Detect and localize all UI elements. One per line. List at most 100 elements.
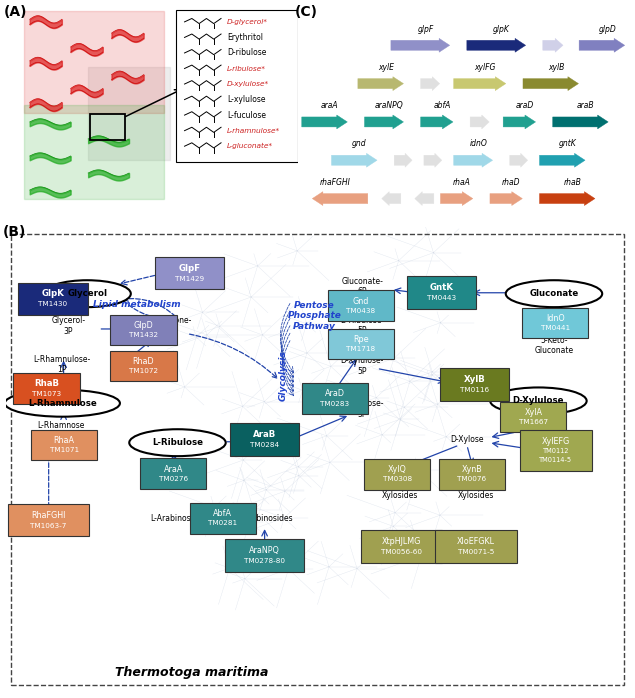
FancyBboxPatch shape: [18, 283, 88, 315]
Text: TM1430: TM1430: [39, 301, 67, 307]
Text: D-glycerol*: D-glycerol*: [227, 19, 268, 25]
Polygon shape: [88, 66, 170, 161]
Text: Glycerol: Glycerol: [67, 289, 107, 298]
FancyArrow shape: [302, 115, 347, 129]
Text: TM0281: TM0281: [208, 521, 237, 526]
Text: TM1432: TM1432: [129, 332, 158, 338]
Text: Arabinosides: Arabinosides: [244, 514, 294, 523]
FancyArrow shape: [510, 154, 528, 168]
Text: D-xylulose*: D-xylulose*: [227, 81, 269, 87]
FancyBboxPatch shape: [436, 530, 517, 563]
FancyArrow shape: [540, 154, 585, 168]
Text: RhaA: RhaA: [54, 436, 75, 445]
Text: TM0056-60: TM0056-60: [381, 549, 422, 555]
Text: beta-
Xylosides: beta- Xylosides: [458, 481, 495, 500]
Ellipse shape: [505, 280, 602, 307]
FancyArrow shape: [453, 77, 506, 91]
Text: GlpK: GlpK: [41, 290, 65, 299]
Text: TM0438: TM0438: [347, 308, 376, 314]
Text: GntK: GntK: [430, 283, 454, 292]
FancyArrow shape: [470, 115, 489, 129]
Text: D-Xylose: D-Xylose: [450, 435, 484, 444]
FancyArrow shape: [579, 38, 625, 52]
Text: Gluconate: Gluconate: [530, 289, 578, 298]
FancyArrow shape: [467, 38, 526, 52]
Text: XynB: XynB: [462, 465, 482, 474]
Text: TM0076: TM0076: [457, 476, 486, 482]
Text: TM0283: TM0283: [321, 401, 349, 407]
Text: D-ribulose: D-ribulose: [227, 48, 266, 57]
FancyBboxPatch shape: [328, 290, 394, 321]
Text: TM1073: TM1073: [32, 391, 62, 396]
FancyArrow shape: [312, 192, 368, 205]
FancyBboxPatch shape: [439, 459, 505, 489]
Polygon shape: [24, 105, 164, 198]
Text: XylEFG: XylEFG: [542, 437, 570, 446]
Text: RhaB: RhaB: [34, 379, 59, 388]
Ellipse shape: [490, 387, 587, 415]
Text: L-rhamnulose*: L-rhamnulose*: [227, 128, 280, 134]
Ellipse shape: [44, 280, 131, 307]
Text: Glycerone-
P: Glycerone- P: [150, 316, 192, 336]
FancyArrow shape: [358, 77, 403, 91]
FancyBboxPatch shape: [230, 423, 299, 456]
Text: glpD: glpD: [598, 24, 616, 34]
Text: RhaD: RhaD: [133, 357, 154, 366]
Text: TM0114-5: TM0114-5: [539, 457, 572, 463]
Text: L-ribulose*: L-ribulose*: [227, 66, 266, 71]
Text: TM0284: TM0284: [250, 442, 279, 448]
Text: TM1429: TM1429: [175, 276, 204, 281]
FancyBboxPatch shape: [31, 430, 97, 460]
FancyArrow shape: [453, 154, 493, 168]
FancyArrow shape: [424, 154, 442, 168]
Text: xylB: xylB: [548, 63, 564, 72]
Text: (B): (B): [3, 225, 27, 239]
Text: XylQ: XylQ: [388, 465, 406, 474]
Text: gntK: gntK: [559, 140, 577, 149]
Text: glpK: glpK: [493, 24, 510, 34]
FancyBboxPatch shape: [156, 258, 224, 289]
FancyArrow shape: [543, 38, 563, 52]
Text: TM0441: TM0441: [540, 325, 570, 331]
FancyArrow shape: [364, 115, 403, 129]
Ellipse shape: [5, 389, 120, 417]
Text: L-xylulose: L-xylulose: [227, 95, 265, 104]
Text: TM0308: TM0308: [383, 476, 411, 482]
Text: AraB: AraB: [253, 430, 276, 439]
Text: alpha-
Xylosides: alpha- Xylosides: [382, 481, 418, 500]
Text: glpF: glpF: [417, 24, 434, 34]
Text: (C): (C): [295, 5, 318, 19]
Text: L-Rhamnose: L-Rhamnose: [37, 421, 85, 430]
Text: AraNPQ: AraNPQ: [249, 546, 280, 555]
FancyArrow shape: [420, 77, 439, 91]
Text: Rpe: Rpe: [353, 334, 369, 343]
Text: TM1718: TM1718: [347, 346, 376, 352]
FancyArrow shape: [552, 115, 608, 129]
Text: rhaB: rhaB: [564, 178, 582, 187]
Ellipse shape: [130, 429, 225, 456]
Text: TM0278-80: TM0278-80: [244, 558, 285, 564]
FancyBboxPatch shape: [522, 308, 588, 339]
Text: TM0443: TM0443: [427, 295, 457, 302]
Text: L-Rhamnulose-
1P: L-Rhamnulose- 1P: [34, 355, 91, 374]
Text: Thermotoga maritima: Thermotoga maritima: [115, 666, 269, 679]
Text: L-fuculose: L-fuculose: [227, 110, 266, 119]
Text: L-Ribulose-
5P: L-Ribulose- 5P: [341, 399, 384, 419]
Text: AraD: AraD: [325, 389, 345, 399]
Text: XylB: XylB: [464, 375, 485, 384]
Text: (A): (A): [3, 5, 27, 19]
FancyBboxPatch shape: [302, 383, 368, 414]
Text: xylE: xylE: [378, 63, 394, 72]
Text: AbfA: AbfA: [213, 510, 232, 518]
FancyBboxPatch shape: [177, 10, 298, 162]
FancyBboxPatch shape: [500, 402, 566, 433]
FancyBboxPatch shape: [408, 276, 476, 309]
Text: idnO: idnO: [469, 140, 487, 149]
FancyArrow shape: [523, 77, 578, 91]
FancyArrow shape: [331, 154, 377, 168]
FancyBboxPatch shape: [225, 539, 304, 572]
Text: rhaA: rhaA: [453, 178, 471, 187]
Text: L-gluconate*: L-gluconate*: [227, 143, 273, 149]
Text: araD: araD: [516, 101, 534, 110]
Text: L-Ribulose: L-Ribulose: [152, 438, 203, 447]
